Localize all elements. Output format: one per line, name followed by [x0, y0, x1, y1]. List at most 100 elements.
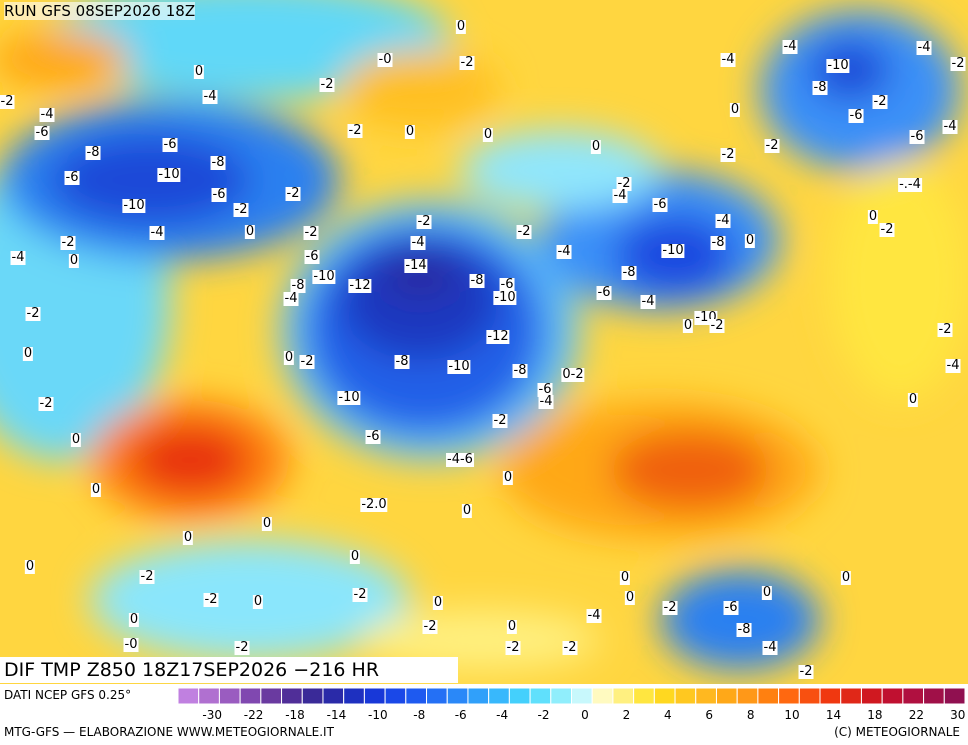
contour-label: 0	[624, 590, 636, 605]
contour-label: 0	[907, 392, 919, 407]
colorbar-tick-label: -6	[455, 708, 467, 722]
contour-label: 0	[128, 612, 140, 627]
contour-label: -4	[39, 107, 55, 122]
contour-label: -10	[493, 290, 517, 305]
contour-label: -6	[162, 137, 178, 152]
contour-label: -.-4	[898, 177, 922, 192]
contour-label: -10	[157, 167, 181, 182]
contour-label: -4	[720, 52, 736, 67]
contour-label: -6	[365, 429, 381, 444]
contour-label: -2	[872, 94, 888, 109]
contour-label: -2	[720, 147, 736, 162]
colorbar-swatch	[384, 687, 407, 705]
contour-label: 0-2	[561, 367, 585, 382]
contour-label: -8	[621, 265, 637, 280]
contour-label: -6	[304, 249, 320, 264]
colorbar-swatch	[819, 687, 842, 705]
colorbar-swatch	[488, 687, 510, 705]
contour-label: -8	[210, 155, 226, 170]
contour-label: -2	[562, 640, 578, 655]
contour-label: -2	[38, 396, 54, 411]
colorbar-swatch	[177, 687, 200, 705]
map-title: DIF TMP Z850 18Z17SEP2026 −216 HR	[0, 657, 458, 683]
colorbar-swatch	[633, 687, 655, 705]
colorbar-tick-label: 18	[867, 708, 882, 722]
contour-label: -10	[826, 58, 850, 73]
colorbar-swatch	[218, 687, 241, 705]
contour-label: -2	[285, 186, 301, 201]
colorbar-tick-label: -10	[368, 708, 388, 722]
contour-label: 0	[244, 224, 256, 239]
contour-label: -2	[505, 640, 521, 655]
colorbar-tick-label: -14	[327, 708, 347, 722]
contour-label: 0	[840, 570, 852, 585]
colorbar-swatch	[653, 687, 676, 705]
contour-label: 0	[404, 124, 416, 139]
contour-label: -6	[848, 108, 864, 123]
colorbar-swatch	[943, 687, 966, 705]
contour-label: -2	[233, 202, 249, 217]
contour-label: 0	[761, 585, 773, 600]
contour-label: -4	[202, 89, 218, 104]
colorbar-swatch	[736, 687, 759, 705]
colorbar-tick-label: -30	[202, 708, 222, 722]
contour-label: 0	[182, 530, 194, 545]
contour-label: -14	[404, 258, 428, 273]
contour-label: -10	[661, 243, 685, 258]
contour-label: -6	[537, 382, 553, 397]
colorbar-swatch	[446, 687, 469, 705]
colorbar-swatch	[198, 687, 220, 705]
contour-label: 0	[70, 432, 82, 447]
colorbar-tick-label: -2	[538, 708, 550, 722]
colorbar-tick-label: -8	[413, 708, 425, 722]
contour-label: -2	[347, 123, 363, 138]
colorbar-tick-label: 10	[784, 708, 799, 722]
colorbar-swatch	[239, 687, 262, 705]
contour-label: -10	[122, 198, 146, 213]
contour-label: -12	[348, 278, 372, 293]
colorbar-tick-label: 0	[581, 708, 589, 722]
contour-label: -4	[942, 119, 958, 134]
colorbar-swatch	[571, 687, 593, 705]
contour-label: -2	[879, 222, 895, 237]
footer-left: MTG-GFS — ELABORAZIONE WWW.METEOGIORNALE…	[4, 725, 334, 739]
contour-label: -12	[486, 329, 510, 344]
contour-label: -0	[377, 52, 393, 67]
contour-label: 0	[432, 595, 444, 610]
contour-label: -2	[616, 176, 632, 191]
contour-label: -2	[798, 664, 814, 679]
colorbar-swatch	[757, 687, 780, 705]
contour-label: -4	[283, 291, 299, 306]
contour-label: -6	[723, 600, 739, 615]
contour-label: 0	[619, 570, 631, 585]
contour-label: -2	[516, 224, 532, 239]
contour-label: -2	[352, 587, 368, 602]
contour-label: -8	[812, 80, 828, 95]
contour-label: -10	[312, 269, 336, 284]
contour-label: -8	[512, 363, 528, 378]
colorbar-tick-label: 2	[623, 708, 631, 722]
colorbar-tick-label: 8	[747, 708, 755, 722]
colorbar-swatch	[322, 687, 345, 705]
colorbar-swatch	[591, 687, 614, 705]
colorbar-swatch	[301, 687, 324, 705]
contour-label: 0	[461, 503, 473, 518]
contour-label: -6	[909, 129, 925, 144]
contour-label: -4	[149, 225, 165, 240]
contour-label: -2	[299, 354, 315, 369]
contour-label: 0	[682, 318, 694, 333]
contour-label: -2	[459, 55, 475, 70]
colorbar-swatch	[923, 687, 945, 705]
contour-label: -4	[782, 39, 798, 54]
run-label: RUN GFS 08SEP2026 18Z	[4, 2, 196, 20]
footer-right: (C) METEOGIORNALE	[834, 725, 960, 739]
contour-label: -2	[60, 235, 76, 250]
contour-label: -2	[0, 94, 15, 109]
contour-label: 0	[22, 346, 34, 361]
contour-label: -8	[469, 273, 485, 288]
contour-label: -2	[937, 322, 953, 337]
contour-label: 0	[252, 594, 264, 609]
contour-label: 0	[729, 102, 741, 117]
colorbar-swatch	[840, 687, 862, 705]
